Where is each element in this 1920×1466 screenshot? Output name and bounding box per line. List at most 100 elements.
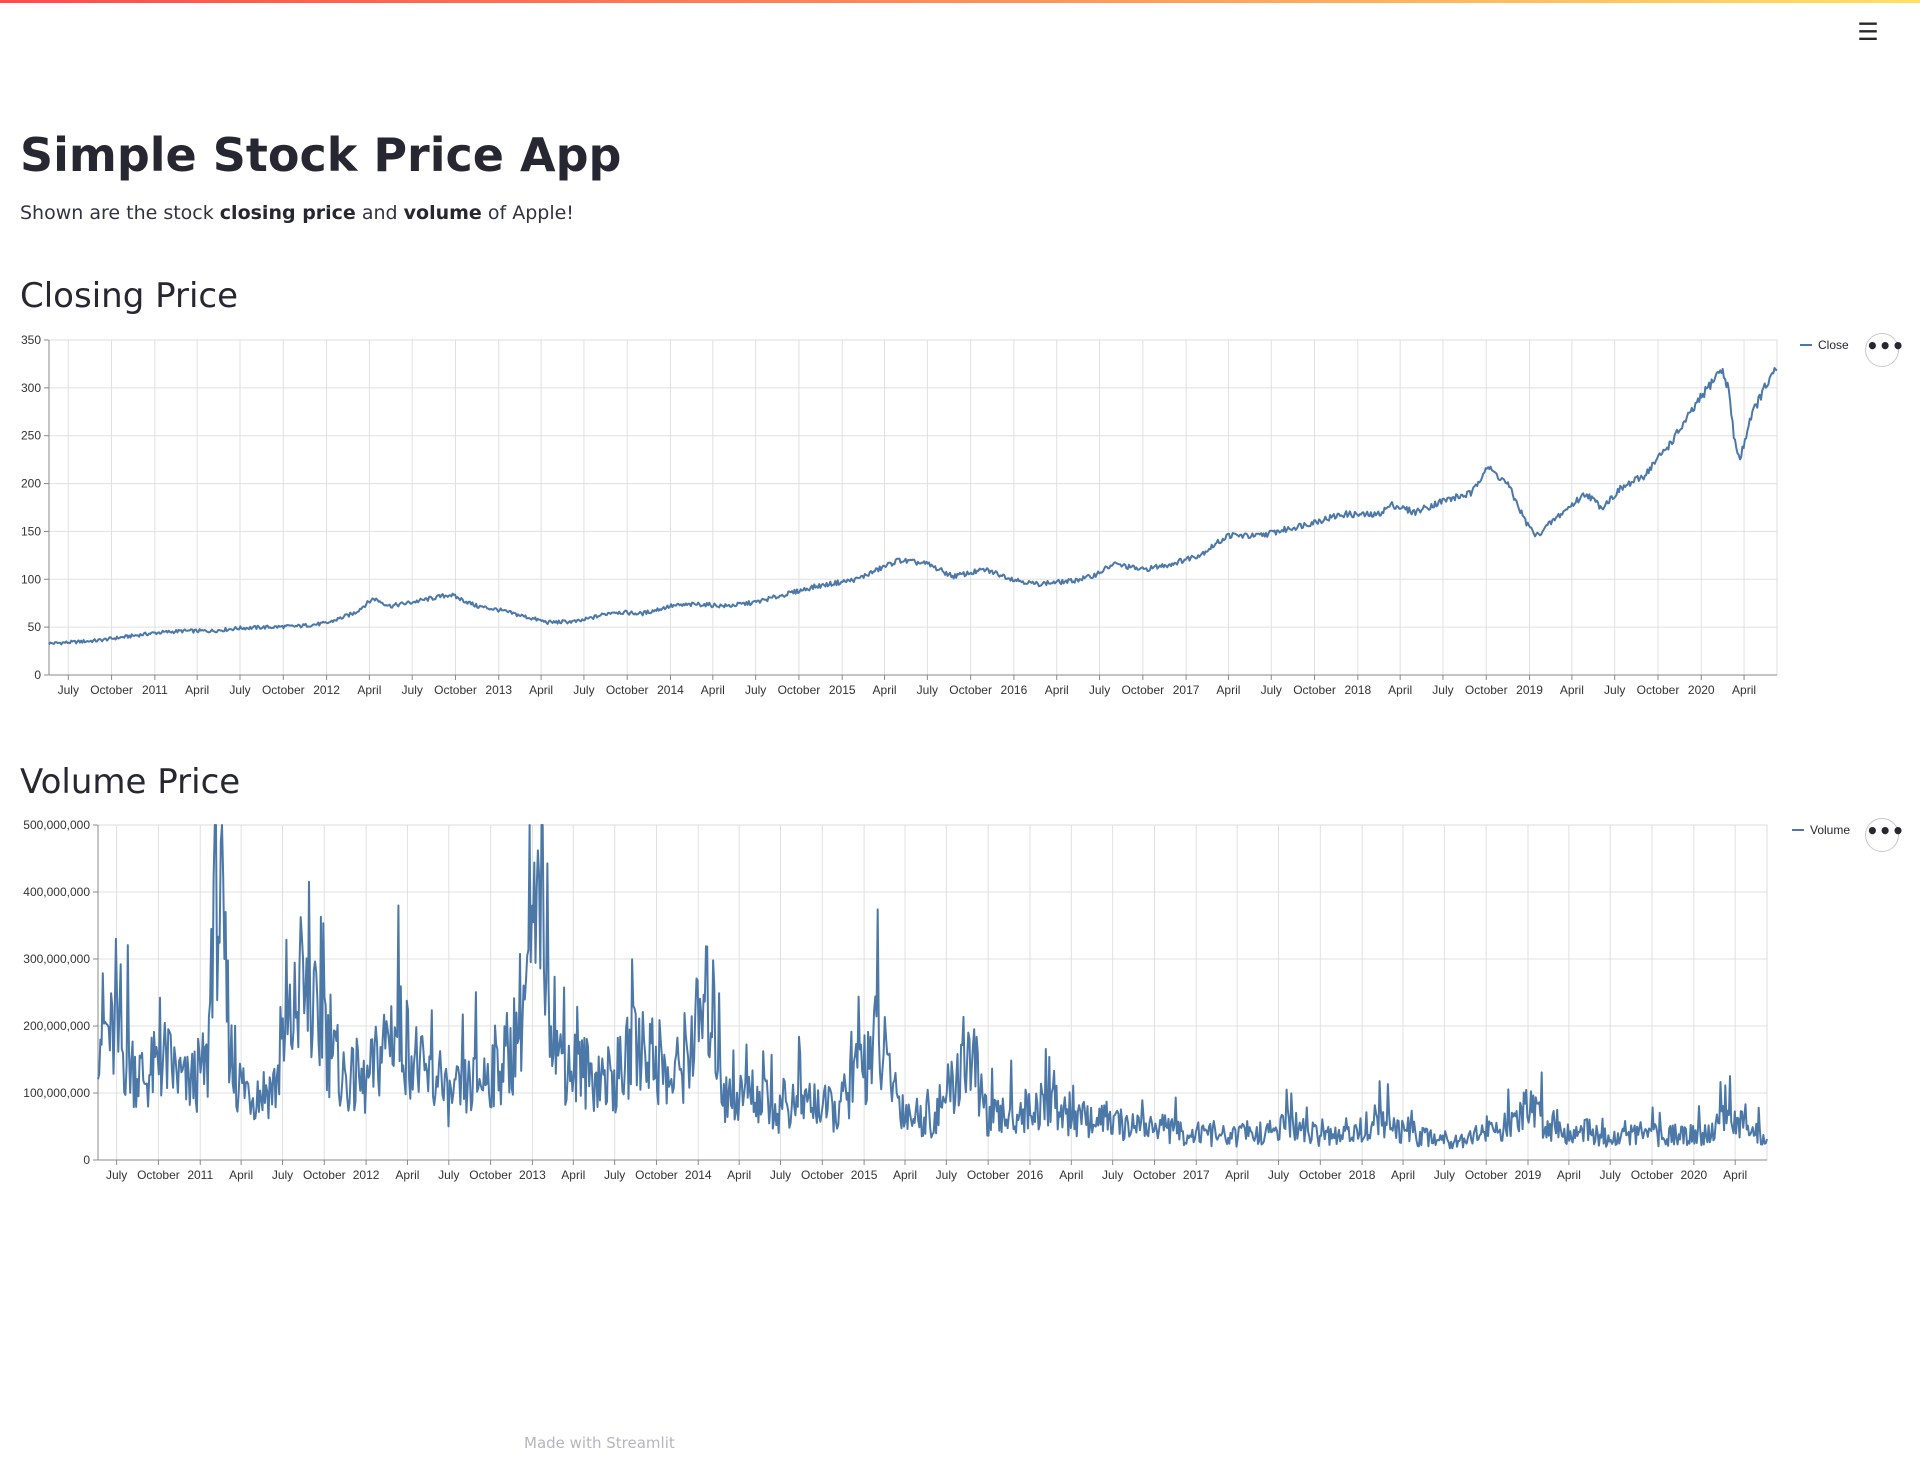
x-tick-label: April (1388, 683, 1412, 697)
x-tick-label: July (1268, 1168, 1289, 1182)
x-tick-label: 2012 (313, 683, 340, 697)
x-tick-label: October (949, 683, 992, 697)
x-tick-label: April (1560, 683, 1584, 697)
x-tick-label: October (1133, 1168, 1176, 1182)
y-tick-label: 350 (21, 333, 41, 347)
close-legend-swatch (1800, 344, 1812, 346)
volume-price-more-button[interactable]: ••• (1865, 818, 1904, 852)
x-tick-label: April (529, 683, 553, 697)
x-tick-label: October (635, 1168, 678, 1182)
x-tick-label: October (262, 683, 305, 697)
x-tick-label: April (1723, 1168, 1747, 1182)
x-tick-label: 2014 (685, 1168, 712, 1182)
x-tick-label: 2017 (1173, 683, 1200, 697)
x-tick-label: 2018 (1349, 1168, 1376, 1182)
x-tick-label: July (936, 1168, 957, 1182)
closing-price-more-button[interactable]: ••• (1865, 333, 1904, 367)
y-tick-label: 0 (34, 668, 41, 682)
closing-price-heading: Closing Price (20, 276, 239, 316)
y-tick-label: 200,000,000 (23, 1019, 90, 1033)
subtitle-bold-closing-price: closing price (219, 202, 356, 224)
x-tick-label: 2012 (353, 1168, 380, 1182)
x-tick-label: April (1225, 1168, 1249, 1182)
x-tick-label: July (604, 1168, 625, 1182)
x-tick-label: 2013 (485, 683, 512, 697)
x-tick-label: 2020 (1680, 1168, 1707, 1182)
x-tick-label: April (395, 1168, 419, 1182)
y-tick-label: 50 (28, 620, 42, 634)
subtitle-prefix: Shown are the stock (20, 202, 220, 224)
y-tick-label: 100,000,000 (23, 1086, 90, 1100)
y-tick-label: 100 (21, 572, 41, 586)
x-tick-label: October (303, 1168, 346, 1182)
y-tick-label: 300,000,000 (23, 952, 90, 966)
x-tick-label: 2011 (187, 1168, 213, 1182)
x-tick-label: April (727, 1168, 751, 1182)
x-tick-label: October (1121, 683, 1164, 697)
x-tick-label: 2016 (1017, 1168, 1044, 1182)
x-tick-label: July (1434, 1168, 1455, 1182)
y-tick-label: 200 (21, 477, 41, 491)
close-legend: Close (1800, 338, 1849, 352)
footer: Made with Streamlit (524, 1434, 675, 1452)
x-tick-label: April (1391, 1168, 1415, 1182)
x-tick-label: July (745, 683, 766, 697)
y-tick-label: 150 (21, 524, 41, 538)
x-tick-label: 2015 (851, 1168, 878, 1182)
x-tick-label: 2011 (142, 683, 168, 697)
x-tick-label: October (801, 1168, 844, 1182)
x-tick-label: April (561, 1168, 585, 1182)
streamlit-link[interactable]: Streamlit (606, 1434, 675, 1452)
x-tick-label: July (438, 1168, 459, 1182)
x-tick-label: July (770, 1168, 791, 1182)
x-tick-label: April (1557, 1168, 1581, 1182)
x-tick-label: 2013 (519, 1168, 546, 1182)
x-tick-label: July (1102, 1168, 1123, 1182)
x-tick-label: April (893, 1168, 917, 1182)
x-tick-label: April (1732, 683, 1756, 697)
x-tick-label: 2018 (1344, 683, 1371, 697)
page-subtitle: Shown are the stock closing price and vo… (20, 202, 574, 224)
x-tick-label: July (1432, 683, 1453, 697)
y-tick-label: 500,000,000 (23, 818, 90, 832)
x-tick-label: July (1604, 683, 1625, 697)
x-tick-label: October (1465, 683, 1508, 697)
x-tick-label: July (58, 683, 79, 697)
x-tick-label: October (469, 1168, 512, 1182)
x-tick-label: 2019 (1516, 683, 1543, 697)
x-tick-label: April (1059, 1168, 1083, 1182)
closing-price-chart: 0 50 100 150 200 250 300 350 July October 2011 Apri… (21, 333, 1778, 697)
x-tick-label: October (1631, 1168, 1674, 1182)
x-tick-label: October (967, 1168, 1010, 1182)
x-tick-label: April (873, 683, 897, 697)
x-tick-label: April (1216, 683, 1240, 697)
y-tick-label: 400,000,000 (23, 885, 90, 899)
x-tick-label: July (106, 1168, 127, 1182)
x-tick-label: 2015 (829, 683, 856, 697)
x-tick-label: 2020 (1688, 683, 1715, 697)
x-tick-label: October (1465, 1168, 1508, 1182)
volume-price-chart: 0 100,000,000 200,000,000 300,000,000 400,00… (23, 818, 1768, 1182)
x-tick-label: October (1293, 683, 1336, 697)
x-tick-label: April (229, 1168, 253, 1182)
footer-prefix: Made with (524, 1434, 607, 1452)
close-legend-label: Close (1818, 338, 1849, 352)
y-tick-label: 300 (21, 381, 41, 395)
y-tick-label: 0 (83, 1153, 90, 1167)
x-tick-label: April (701, 683, 725, 697)
x-tick-label: July (573, 683, 594, 697)
subtitle-bold-volume: volume (403, 202, 482, 224)
x-tick-label: October (434, 683, 477, 697)
x-tick-label: April (357, 683, 381, 697)
x-tick-label: April (185, 683, 209, 697)
hamburger-menu-icon[interactable]: ☰ (1857, 18, 1879, 46)
series-line-close (48, 367, 1778, 646)
series-line-volume (97, 824, 1768, 1150)
x-tick-label: April (1045, 683, 1069, 697)
x-tick-label: October (1637, 683, 1680, 697)
x-tick-label: 2016 (1001, 683, 1028, 697)
page-title: Simple Stock Price App (20, 128, 622, 182)
x-tick-label: July (1600, 1168, 1621, 1182)
volume-legend-label: Volume (1810, 823, 1851, 837)
x-tick-label: July (917, 683, 938, 697)
